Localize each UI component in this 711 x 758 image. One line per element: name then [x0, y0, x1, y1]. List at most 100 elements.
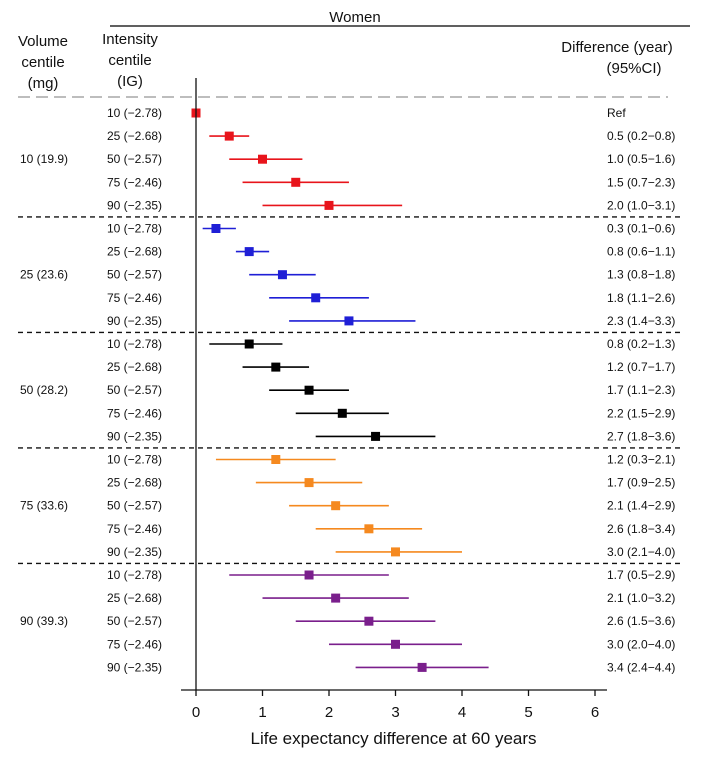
point-estimate [244, 339, 254, 349]
row-label: 90 (−2.35) [107, 198, 162, 212]
row-label: 75 (−2.46) [107, 522, 162, 536]
row-label: 10 (−2.78) [107, 568, 162, 582]
chart-title: Women [329, 9, 380, 26]
point-estimate [304, 385, 314, 395]
difference-value: 3.0 (2.0−4.0) [607, 637, 675, 651]
point-estimate [417, 662, 427, 672]
x-tick-label: 4 [458, 704, 466, 721]
volume-header-line-1: Volume [18, 33, 68, 50]
difference-value: 1.2 (0.7−1.7) [607, 360, 675, 374]
intensity-header-line-2: centile [108, 52, 151, 69]
difference-value: 1.0 (0.5−1.6) [607, 152, 675, 166]
row-label: 90 (−2.35) [107, 314, 162, 328]
difference-value: 1.7 (0.5−2.9) [607, 568, 675, 582]
point-estimate [271, 362, 281, 372]
difference-value: 0.8 (0.6−1.1) [607, 245, 675, 259]
point-estimate [344, 316, 354, 326]
difference-value: 0.3 (0.1−0.6) [607, 222, 675, 236]
x-tick-label: 2 [325, 704, 333, 721]
point-estimate [304, 478, 314, 488]
point-estimate [331, 501, 341, 511]
difference-value: 1.8 (1.1−2.6) [607, 291, 675, 305]
difference-value: 2.0 (1.0−3.1) [607, 198, 675, 212]
point-estimate [324, 200, 334, 210]
point-estimate [391, 547, 400, 557]
point-estimate [291, 177, 301, 187]
row-label: 75 (−2.46) [107, 291, 162, 305]
row-label: 50 (−2.57) [107, 152, 162, 166]
intensity-header-line-1: Intensity [102, 31, 158, 48]
difference-header: Difference (year) (95%CI) [561, 39, 672, 77]
row-label: 25 (−2.68) [107, 591, 162, 605]
point-estimate [371, 431, 381, 441]
intensity-centile-header: Intensity centile (IG) [102, 31, 158, 90]
volume-centile-header: Volume centile (mg) [18, 33, 68, 92]
group-5: 10 (−2.78) 1.7 (0.5−2.9) 25 (−2.68) 2.1 (1.… [20, 568, 675, 674]
row-label: 25 (−2.68) [107, 245, 162, 259]
group-label: 10 (19.9) [20, 152, 68, 166]
group-1: 10 (−2.78) Ref 25 (−2.68) 0.5 (0.2−0.8) 50 (… [20, 106, 675, 212]
volume-header-line-3: (mg) [28, 75, 59, 92]
difference-value: 2.7 (1.8−3.6) [607, 429, 675, 443]
difference-value: 1.7 (0.9−2.5) [607, 476, 675, 490]
point-estimate [311, 293, 321, 303]
row-label: 50 (−2.57) [107, 614, 162, 628]
group-2: 10 (−2.78) 0.3 (0.1−0.6) 25 (−2.68) 0.8 (0.… [20, 222, 675, 328]
point-estimate [364, 616, 374, 626]
volume-header-line-2: centile [21, 54, 64, 71]
x-tick-label: 5 [524, 704, 532, 721]
difference-value: Ref [607, 106, 626, 120]
difference-value: 0.5 (0.2−0.8) [607, 129, 675, 143]
point-estimate [391, 639, 400, 649]
point-estimate [304, 570, 314, 580]
row-label: 25 (−2.68) [107, 129, 162, 143]
x-tick-label: 3 [391, 704, 399, 721]
point-estimate [258, 154, 267, 164]
row-label: 90 (−2.35) [107, 660, 162, 674]
group-label: 25 (23.6) [20, 268, 68, 282]
group-label: 90 (39.3) [20, 614, 68, 628]
point-estimate [211, 224, 221, 233]
difference-value: 2.6 (1.5−3.6) [607, 614, 675, 628]
difference-value: 1.2 (0.3−2.1) [607, 453, 675, 467]
point-estimate [244, 247, 254, 257]
difference-value: 2.1 (1.4−2.9) [607, 499, 675, 513]
difference-header-line-1: Difference (year) [561, 39, 672, 56]
row-label: 50 (−2.57) [107, 383, 162, 397]
row-label: 10 (−2.78) [107, 106, 162, 120]
row-label: 10 (−2.78) [107, 453, 162, 467]
row-label: 90 (−2.35) [107, 545, 162, 559]
point-estimate [271, 455, 281, 464]
difference-value: 2.6 (1.8−3.4) [607, 522, 675, 536]
row-label: 90 (−2.35) [107, 429, 162, 443]
row-label: 25 (−2.68) [107, 476, 162, 490]
difference-value: 0.8 (0.2−1.3) [607, 337, 675, 351]
point-estimate [337, 408, 347, 418]
difference-header-line-2: (95%CI) [606, 60, 661, 77]
point-estimate [364, 524, 374, 534]
difference-value: 2.1 (1.0−3.2) [607, 591, 675, 605]
row-label: 50 (−2.57) [107, 499, 162, 513]
difference-value: 1.7 (1.1−2.3) [607, 383, 675, 397]
group-4: 10 (−2.78) 1.2 (0.3−2.1) 25 (−2.68) 1.7 (0.… [20, 453, 675, 559]
point-estimate [224, 131, 234, 141]
row-label: 25 (−2.68) [107, 360, 162, 374]
row-label: 50 (−2.57) [107, 268, 162, 282]
x-tick-label: 1 [258, 704, 266, 721]
row-label: 75 (−2.46) [107, 637, 162, 651]
point-estimate [331, 593, 341, 603]
intensity-header-line-3: (IG) [117, 73, 143, 90]
row-label: 75 (−2.46) [107, 406, 162, 420]
x-tick-label: 0 [192, 704, 200, 721]
group-label: 50 (28.2) [20, 383, 68, 397]
x-tick-label: 6 [591, 704, 599, 721]
difference-value: 2.3 (1.4−3.3) [607, 314, 675, 328]
x-axis-label: Life expectancy difference at 60 years [250, 729, 536, 748]
row-label: 10 (−2.78) [107, 222, 162, 236]
group-3: 10 (−2.78) 0.8 (0.2−1.3) 25 (−2.68) 1.2 (0.… [20, 337, 675, 443]
difference-value: 1.3 (0.8−1.8) [607, 268, 675, 282]
difference-value: 3.0 (2.1−4.0) [607, 545, 675, 559]
